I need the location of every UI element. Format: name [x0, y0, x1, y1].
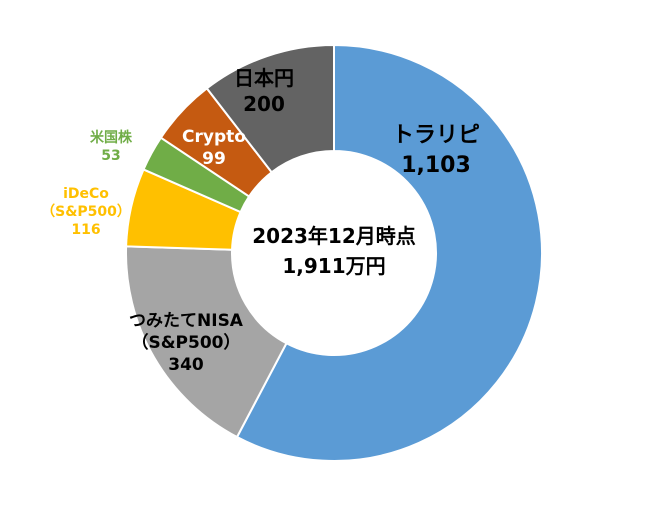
slice-4-value-label: 99 — [202, 149, 226, 169]
slice-2-value-label: 116 — [71, 222, 100, 238]
slice-2-name-label: iDeCo — [63, 186, 109, 202]
slice-2-subname-label: （S&P500） — [41, 204, 131, 220]
slice-1 — [125, 245, 288, 439]
slice-1-name-label: つみたてNISA — [129, 311, 244, 331]
slice-0-name-label: トラリピ — [392, 123, 480, 148]
slice-1-value-label: 340 — [168, 355, 204, 375]
slice-5 — [205, 43, 335, 174]
slice-4-name-label: Crypto — [182, 127, 246, 147]
center-text-line-2: 1,911万円 — [282, 254, 385, 278]
slice-3-value-label: 53 — [101, 148, 120, 164]
slice-3-name-label: 米国株 — [90, 129, 133, 146]
slices-group — [125, 43, 543, 462]
center-text-line-1: 2023年12月時点 — [252, 224, 416, 248]
labels-group: トラリピ1,103つみたてNISA（S&P500）340iDeCo（S&P500… — [41, 66, 480, 375]
slice-1-subname-label: （S&P500） — [131, 332, 240, 353]
slice-0 — [235, 43, 543, 462]
slice-5-name-label: 日本円 — [234, 66, 294, 90]
slice-0-value-label: 1,103 — [401, 153, 471, 178]
slice-5-value-label: 200 — [243, 92, 285, 116]
